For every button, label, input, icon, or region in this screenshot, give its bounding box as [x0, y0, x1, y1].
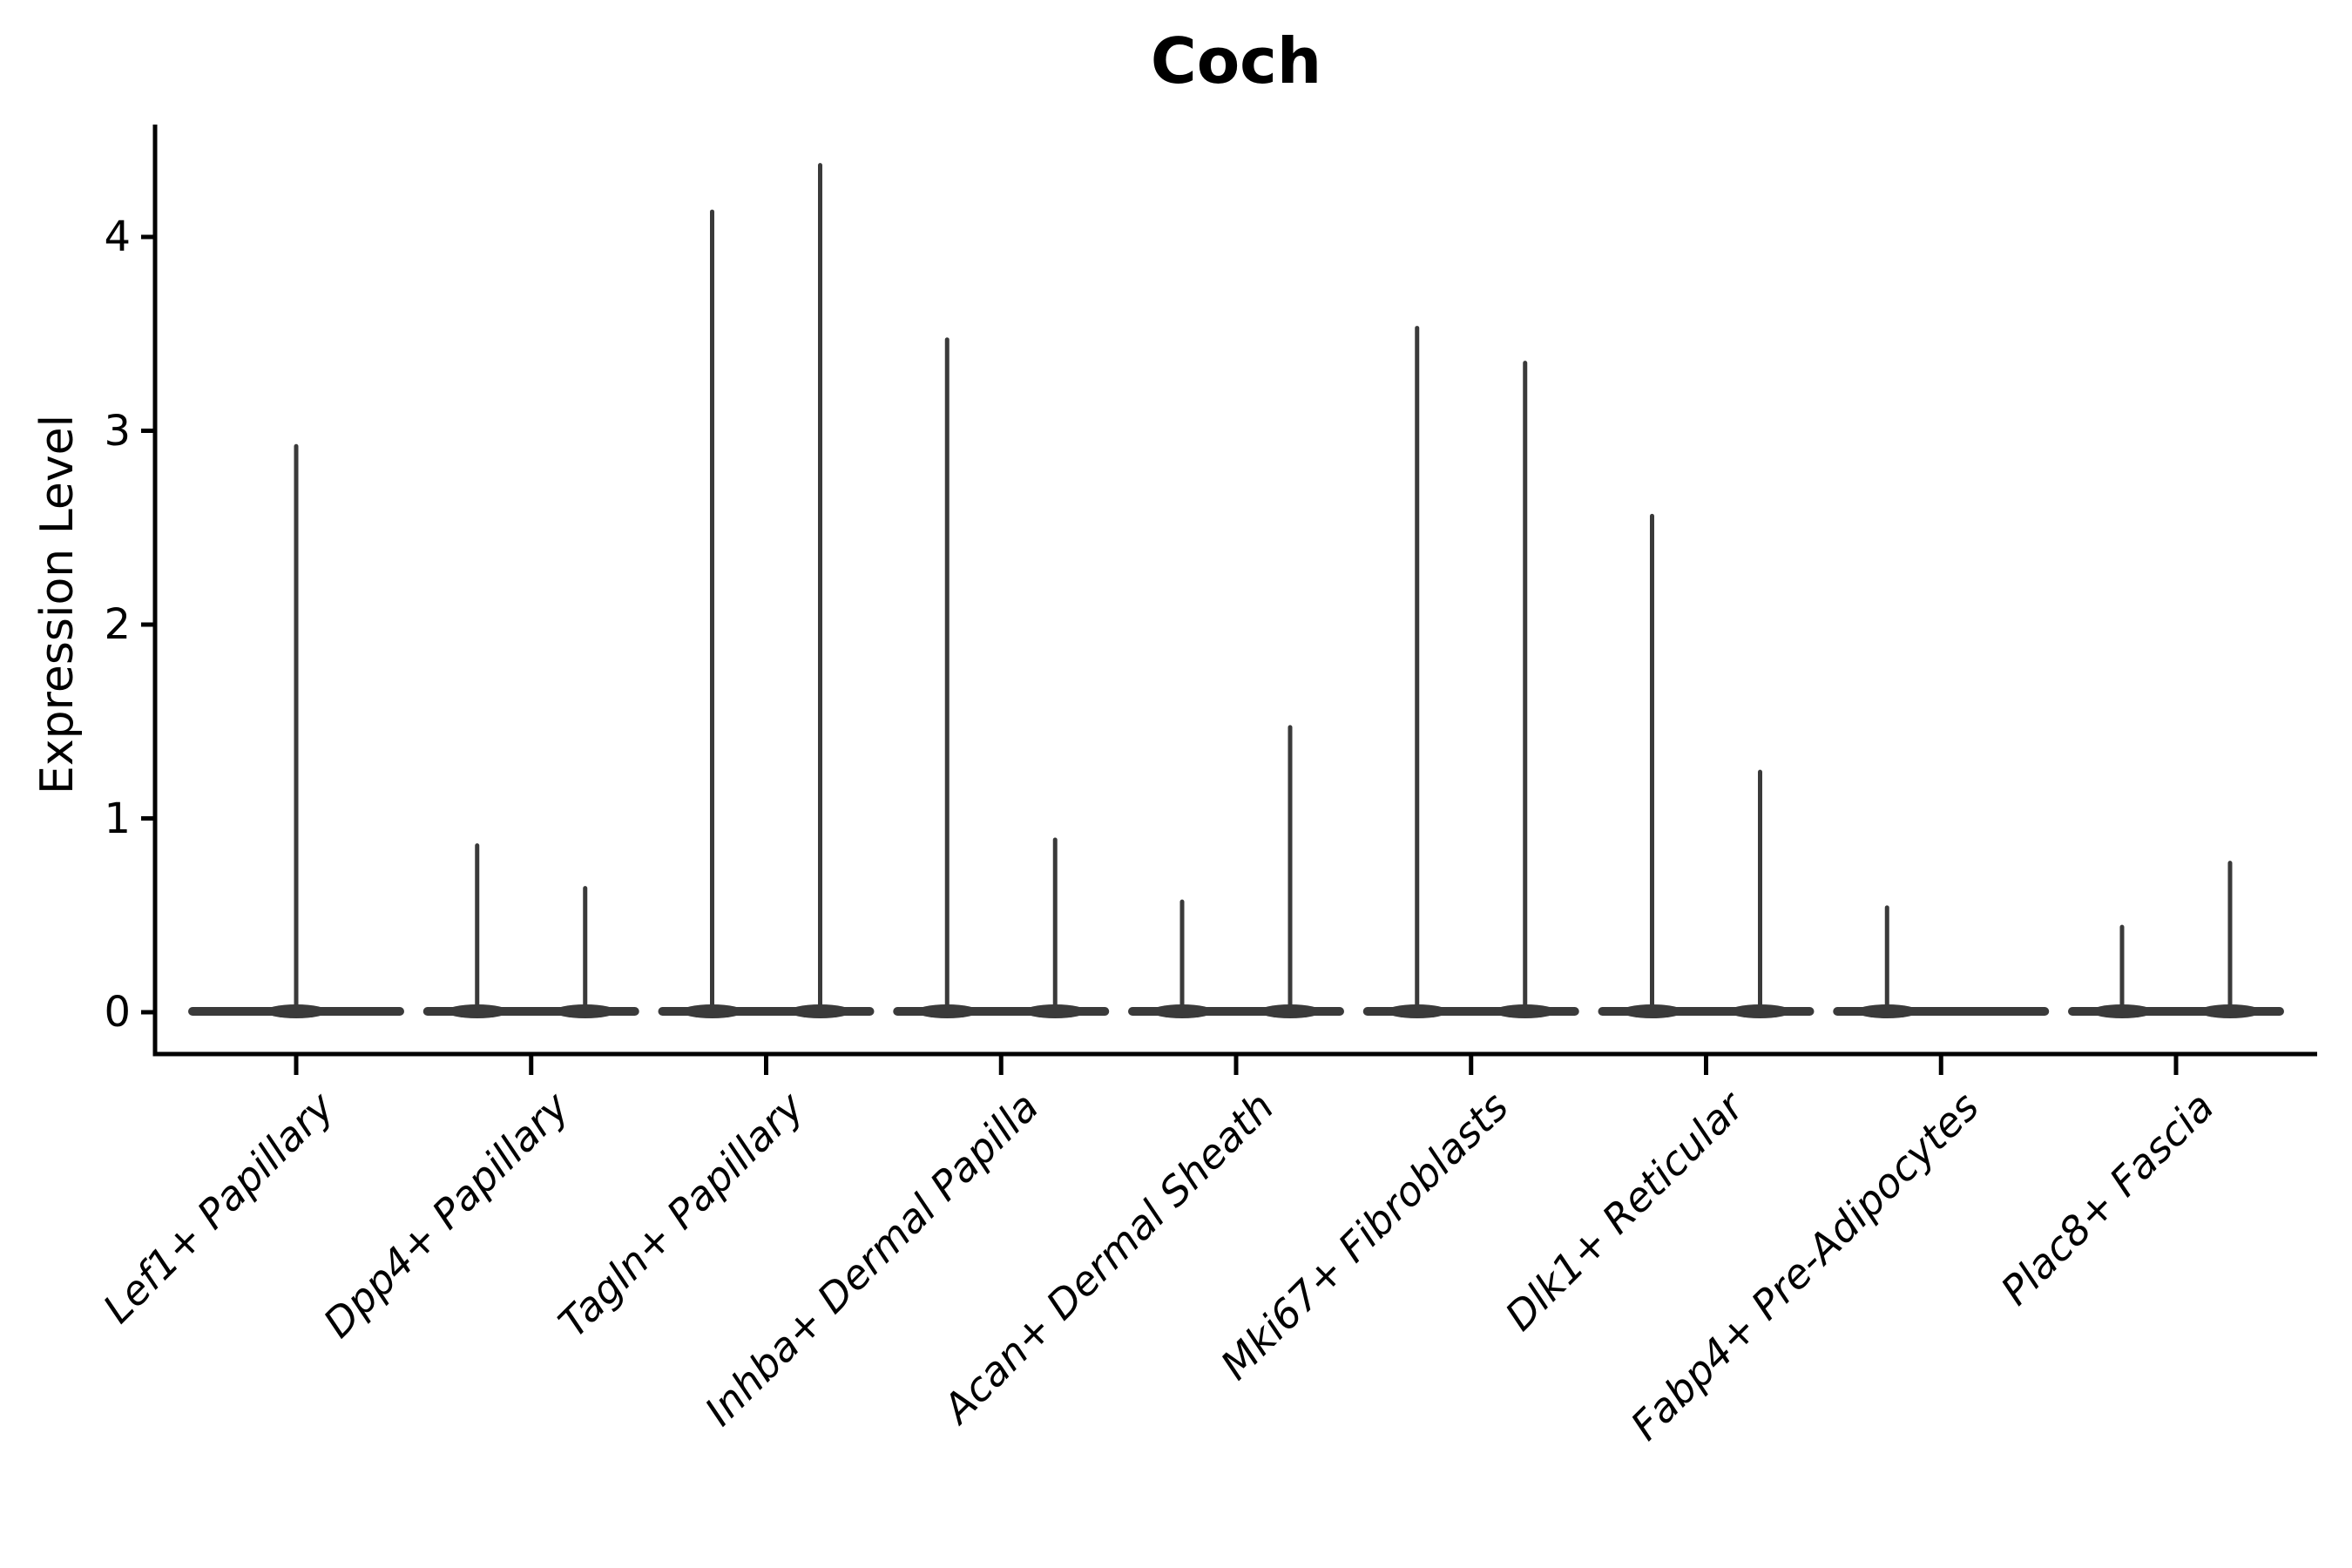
chart-title: Coch: [1150, 24, 1322, 98]
y-axis-tick-label: 1: [104, 794, 131, 843]
y-axis-tick-label: 2: [104, 600, 131, 649]
y-axis-tick-label: 3: [104, 406, 131, 456]
y-axis-tick-label: 4: [104, 213, 131, 261]
y-axis-tick-label: 0: [104, 988, 131, 1037]
